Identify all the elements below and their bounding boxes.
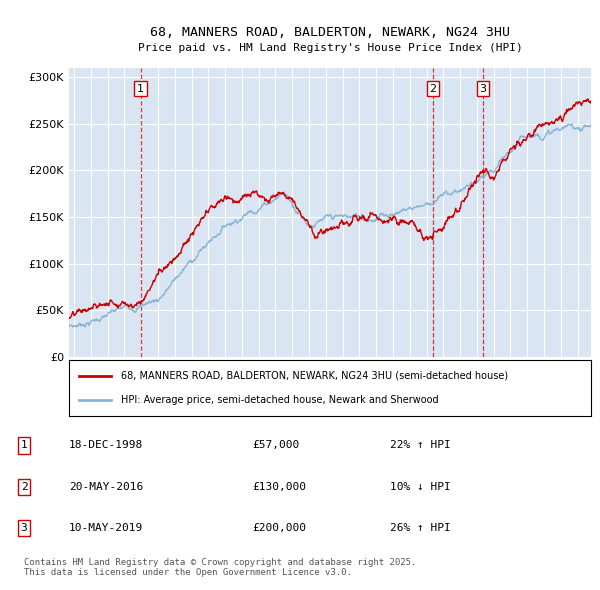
Text: 26% ↑ HPI: 26% ↑ HPI — [390, 523, 451, 533]
Text: £57,000: £57,000 — [252, 441, 299, 450]
Text: 2: 2 — [20, 482, 28, 491]
Text: Price paid vs. HM Land Registry's House Price Index (HPI): Price paid vs. HM Land Registry's House … — [137, 44, 523, 53]
Text: Contains HM Land Registry data © Crown copyright and database right 2025.
This d: Contains HM Land Registry data © Crown c… — [24, 558, 416, 577]
Text: 3: 3 — [20, 523, 28, 533]
Text: 10% ↓ HPI: 10% ↓ HPI — [390, 482, 451, 491]
Text: 22% ↑ HPI: 22% ↑ HPI — [390, 441, 451, 450]
Text: HPI: Average price, semi-detached house, Newark and Sherwood: HPI: Average price, semi-detached house,… — [121, 395, 439, 405]
Text: 68, MANNERS ROAD, BALDERTON, NEWARK, NG24 3HU (semi-detached house): 68, MANNERS ROAD, BALDERTON, NEWARK, NG2… — [121, 371, 508, 381]
Text: 1: 1 — [137, 84, 144, 94]
Text: 20-MAY-2016: 20-MAY-2016 — [69, 482, 143, 491]
Text: £200,000: £200,000 — [252, 523, 306, 533]
Text: 2: 2 — [430, 84, 436, 94]
Text: 10-MAY-2019: 10-MAY-2019 — [69, 523, 143, 533]
Text: 1: 1 — [20, 441, 28, 450]
Text: £130,000: £130,000 — [252, 482, 306, 491]
Text: 68, MANNERS ROAD, BALDERTON, NEWARK, NG24 3HU: 68, MANNERS ROAD, BALDERTON, NEWARK, NG2… — [150, 26, 510, 39]
Text: 3: 3 — [479, 84, 487, 94]
Text: 18-DEC-1998: 18-DEC-1998 — [69, 441, 143, 450]
